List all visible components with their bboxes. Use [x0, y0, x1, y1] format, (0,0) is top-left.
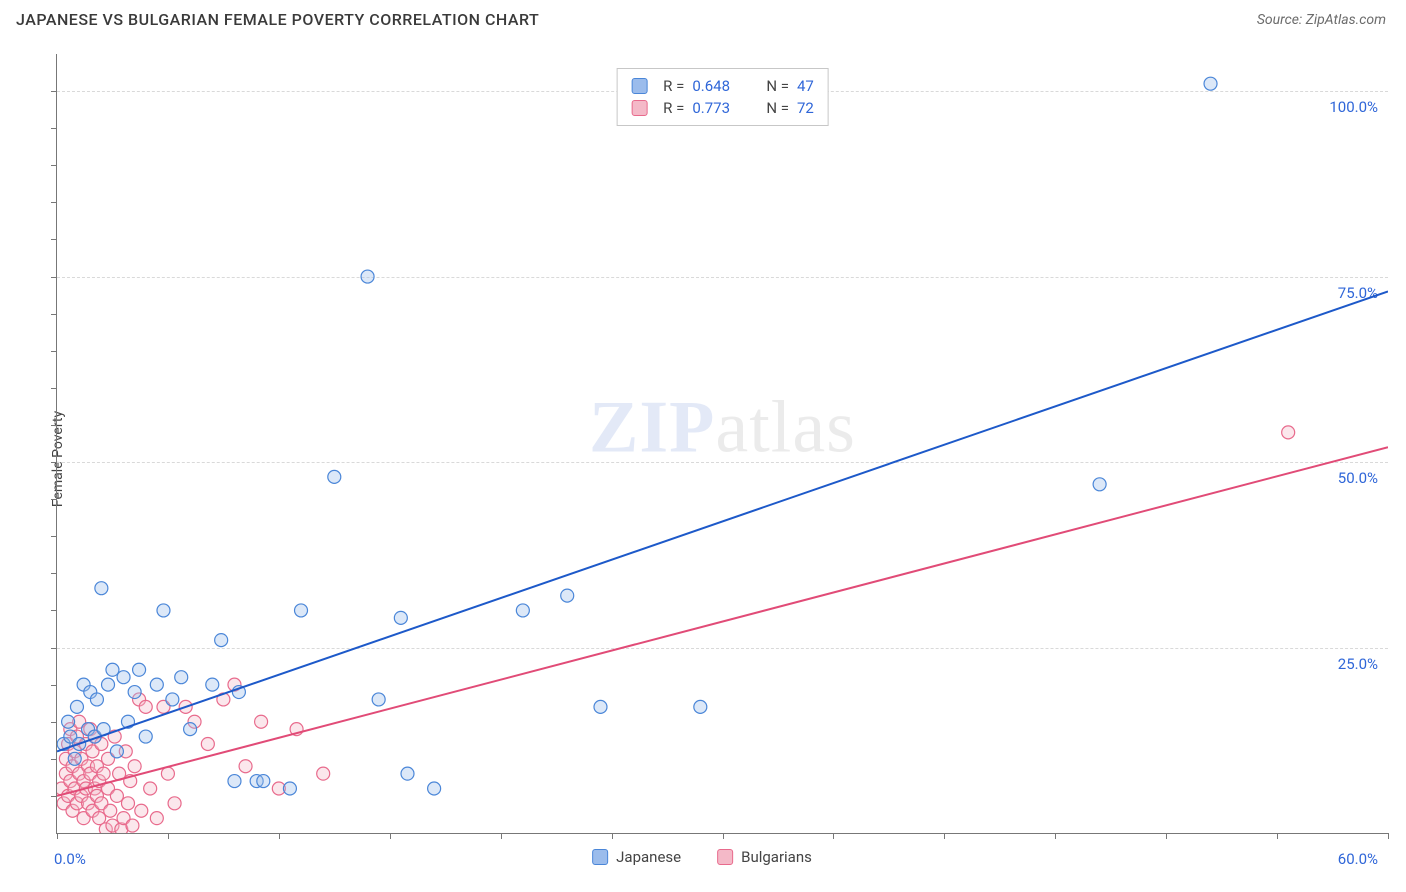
plot-area: ZIPatlas R =0.648N =47R =0.773N =72 25.0… — [56, 54, 1388, 834]
data-point — [166, 693, 179, 706]
data-point — [201, 737, 214, 750]
n-label: N = — [766, 99, 789, 117]
data-point — [516, 604, 529, 617]
data-point — [102, 678, 115, 691]
trend-line — [57, 447, 1388, 796]
data-point — [104, 804, 117, 817]
data-point — [239, 760, 252, 773]
r-label: R = — [663, 99, 684, 117]
stats-legend: R = 0.648 N = 47 R = 0.773 N = 72 — [616, 68, 829, 126]
legend-swatch — [631, 78, 647, 94]
data-point — [128, 686, 141, 699]
data-point — [126, 819, 139, 832]
data-point — [157, 604, 170, 617]
data-point — [139, 730, 152, 743]
data-point — [215, 634, 228, 647]
data-point — [168, 797, 181, 810]
data-point — [133, 663, 146, 676]
x-tick — [501, 833, 502, 839]
legend-label: Bulgarians — [741, 848, 812, 866]
data-point — [106, 663, 119, 676]
chart-title: JAPANESE VS BULGARIAN FEMALE POVERTY COR… — [16, 10, 539, 29]
r-value: 0.773 — [692, 99, 744, 117]
x-tick — [57, 833, 58, 839]
n-label: N = — [766, 77, 789, 95]
legend-label: Japanese — [616, 848, 681, 866]
legend-swatch — [631, 100, 647, 116]
x-tick — [279, 833, 280, 839]
scatter-svg — [57, 54, 1388, 833]
data-point — [1093, 478, 1106, 491]
data-point — [110, 745, 123, 758]
x-tick — [1388, 833, 1389, 839]
data-point — [97, 767, 110, 780]
data-point — [594, 700, 607, 713]
r-value: 0.648 — [692, 77, 744, 95]
data-point — [62, 715, 75, 728]
r-label: R = — [663, 77, 684, 95]
x-tick — [1055, 833, 1056, 839]
source-label: Source: ZipAtlas.com — [1257, 12, 1386, 28]
data-point — [394, 611, 407, 624]
data-point — [184, 723, 197, 736]
x-tick — [390, 833, 391, 839]
data-point — [128, 760, 141, 773]
stats-legend-row: R = 0.773 N = 72 — [631, 97, 814, 119]
data-point — [95, 582, 108, 595]
data-point — [70, 700, 83, 713]
x-tick — [1277, 833, 1278, 839]
x-tick — [168, 833, 169, 839]
stats-legend-row: R = 0.648 N = 47 — [631, 75, 814, 97]
data-point — [317, 767, 330, 780]
data-point — [135, 804, 148, 817]
data-point — [110, 789, 123, 802]
legend-swatch — [592, 849, 608, 865]
data-point — [139, 700, 152, 713]
data-point — [361, 270, 374, 283]
data-point — [372, 693, 385, 706]
data-point — [283, 782, 296, 795]
data-point — [206, 678, 219, 691]
x-tick — [612, 833, 613, 839]
legend-item: Bulgarians — [717, 848, 812, 866]
data-point — [175, 671, 188, 684]
legend-swatch — [717, 849, 733, 865]
x-max-label: 60.0% — [1338, 850, 1378, 868]
legend-item: Japanese — [592, 848, 681, 866]
data-point — [694, 700, 707, 713]
data-point — [90, 693, 103, 706]
x-tick — [833, 833, 834, 839]
data-point — [1282, 426, 1295, 439]
data-point — [150, 678, 163, 691]
x-tick — [1166, 833, 1167, 839]
n-value: 47 — [797, 77, 814, 95]
chart-container: Female Poverty ZIPatlas R =0.648N =47R =… — [16, 44, 1388, 874]
trend-line — [57, 291, 1388, 751]
data-point — [257, 775, 270, 788]
data-point — [255, 715, 268, 728]
data-point — [68, 752, 81, 765]
series-legend: Japanese Bulgarians — [592, 848, 812, 866]
data-point — [150, 812, 163, 825]
x-origin-label: 0.0% — [54, 850, 86, 868]
data-point — [295, 604, 308, 617]
data-point — [144, 782, 157, 795]
x-tick — [723, 833, 724, 839]
data-point — [401, 767, 414, 780]
data-point — [161, 767, 174, 780]
data-point — [1204, 77, 1217, 90]
data-point — [121, 797, 134, 810]
data-point — [328, 470, 341, 483]
data-point — [228, 775, 241, 788]
x-tick — [944, 833, 945, 839]
data-point — [117, 671, 130, 684]
n-value: 72 — [797, 99, 814, 117]
data-point — [428, 782, 441, 795]
data-point — [561, 589, 574, 602]
